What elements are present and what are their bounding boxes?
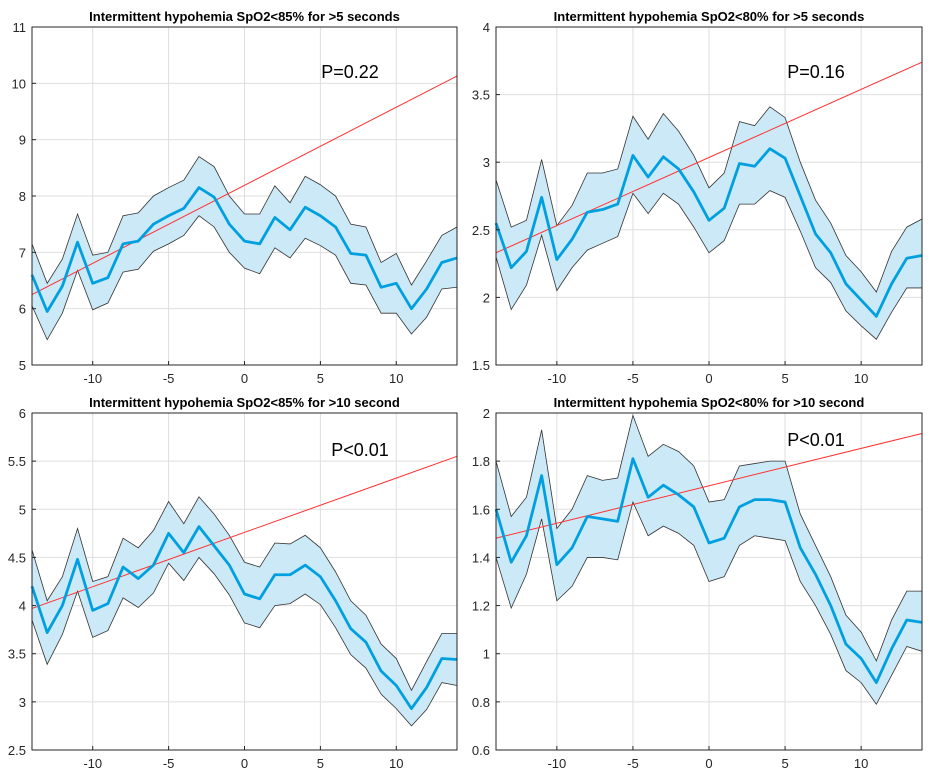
lower-bound-line bbox=[31, 556, 458, 727]
upper-bound-line bbox=[495, 106, 923, 293]
confidence-band bbox=[496, 415, 922, 705]
chart-panel-3: -10 -5 0 5 10 2.5 3 3.5 4 4.5 5 5.5 6 Intermittent hy… bbox=[8, 395, 458, 771]
y-tick-label: 6 bbox=[19, 302, 26, 317]
y-tick-label: 0.6 bbox=[472, 743, 490, 758]
mean-line bbox=[494, 147, 923, 318]
p-value-annotation: P<0.01 bbox=[331, 440, 389, 460]
x-tick-label: -10 bbox=[83, 371, 102, 386]
x-tick-label: 0 bbox=[705, 756, 712, 771]
confidence-band bbox=[32, 496, 457, 726]
y-tick-label: 2 bbox=[483, 290, 490, 305]
chart-panel-4: -10 -5 0 5 10 0.6 0.8 1 1.2 1.4 1.6 1.8 2 Intermitten… bbox=[472, 395, 923, 771]
trend-line bbox=[495, 432, 923, 539]
x-tick-label: -10 bbox=[547, 756, 566, 771]
y-tick-label: 9 bbox=[19, 133, 26, 148]
mean-line bbox=[30, 525, 458, 710]
y-tick-label: 1.2 bbox=[472, 599, 490, 614]
x-tick-label: -10 bbox=[83, 756, 102, 771]
y-tick-label: 1.8 bbox=[472, 454, 490, 469]
confidence-band bbox=[496, 106, 922, 340]
y-tick-label: 5 bbox=[19, 358, 26, 373]
upper-bound-line bbox=[31, 156, 458, 286]
x-tick-label: 5 bbox=[781, 756, 788, 771]
x-tick-label: 0 bbox=[241, 756, 248, 771]
lower-bound-line bbox=[495, 500, 923, 706]
x-tick-label: -5 bbox=[163, 756, 175, 771]
p-value-annotation: P<0.01 bbox=[787, 430, 845, 450]
x-tick-label: 5 bbox=[317, 371, 324, 386]
x-tick-label: 10 bbox=[389, 371, 403, 386]
y-tick-label: 3 bbox=[483, 155, 490, 170]
chart-title: Intermittent hypohemia SpO2<85% for >10 … bbox=[89, 395, 400, 410]
upper-bound-line bbox=[31, 496, 457, 692]
y-tick-label: 4 bbox=[483, 20, 490, 35]
x-tick-label: 10 bbox=[854, 371, 868, 386]
lower-bound-line bbox=[31, 215, 458, 341]
y-tick-label: 1.6 bbox=[472, 502, 490, 517]
y-tick-label: 2.5 bbox=[8, 743, 26, 758]
y-tick-label: 11 bbox=[13, 20, 27, 35]
x-tick-label: -5 bbox=[627, 371, 639, 386]
x-tick-label: -5 bbox=[627, 756, 639, 771]
trend-line bbox=[31, 75, 458, 296]
chart-panel-1: -10 -5 0 5 10 5 6 7 8 9 10 11 Intermittent hypohemia… bbox=[12, 9, 458, 386]
mean-line bbox=[494, 457, 923, 684]
x-tick-label: 0 bbox=[705, 371, 712, 386]
upper-bound-line bbox=[495, 414, 922, 662]
p-value-annotation: P=0.16 bbox=[787, 62, 845, 82]
y-tick-label: 2.5 bbox=[472, 223, 490, 238]
y-tick-label: 3 bbox=[19, 695, 26, 710]
p-value-annotation: P=0.22 bbox=[321, 62, 379, 82]
mean-line bbox=[30, 186, 458, 313]
y-tick-label: 0.8 bbox=[472, 695, 490, 710]
x-tick-label: 0 bbox=[241, 371, 248, 386]
y-tick-label: 2 bbox=[483, 406, 490, 421]
y-tick-label: 4 bbox=[19, 599, 26, 614]
x-tick-label: 10 bbox=[854, 756, 868, 771]
y-tick-label: 7 bbox=[19, 245, 26, 260]
x-tick-label: 5 bbox=[317, 756, 324, 771]
x-tick-label: 10 bbox=[389, 756, 403, 771]
lower-bound-line bbox=[495, 190, 922, 340]
x-tick-label: -5 bbox=[163, 371, 175, 386]
y-tick-label: 10 bbox=[12, 76, 26, 91]
trend-line bbox=[495, 61, 923, 254]
confidence-band bbox=[32, 156, 457, 340]
trend-line bbox=[31, 455, 458, 609]
x-tick-label: -10 bbox=[547, 371, 566, 386]
y-tick-label: 8 bbox=[19, 189, 26, 204]
chart-title: Intermittent hypohemia SpO2<85% for >5 s… bbox=[89, 9, 400, 24]
y-tick-label: 1 bbox=[483, 647, 490, 662]
y-tick-label: 4.5 bbox=[8, 550, 26, 565]
y-tick-label: 1.5 bbox=[472, 358, 490, 373]
y-tick-label: 5 bbox=[19, 502, 26, 517]
chart-title: Intermittent hypohemia SpO2<80% for >5 s… bbox=[554, 9, 865, 24]
y-tick-label: 5.5 bbox=[8, 454, 26, 469]
chart-panel-2: -10 -5 0 5 10 1.5 2 2.5 3 3.5 4 Intermittent hypohe… bbox=[472, 9, 923, 386]
y-tick-label: 3.5 bbox=[472, 88, 490, 103]
y-tick-label: 3.5 bbox=[8, 647, 26, 662]
x-tick-label: 5 bbox=[781, 371, 788, 386]
y-tick-label: 6 bbox=[19, 406, 26, 421]
y-tick-label: 1.4 bbox=[472, 550, 490, 565]
chart-title: Intermittent hypohemia SpO2<80% for >10 … bbox=[554, 395, 865, 410]
